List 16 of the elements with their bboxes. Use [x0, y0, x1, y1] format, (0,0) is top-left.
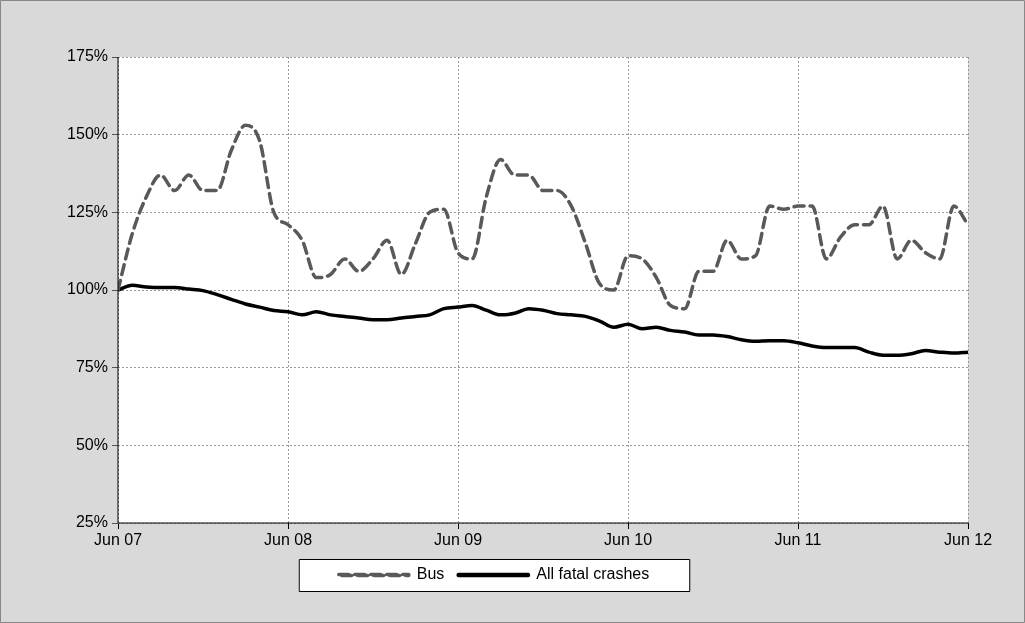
y-tick-label: 150% — [67, 125, 108, 143]
y-tick-label: 25% — [75, 513, 108, 531]
x-tick-label: Jun 09 — [433, 531, 483, 549]
x-tick-label: Jun 07 — [93, 531, 143, 549]
x-tick-label: Jun 12 — [943, 531, 993, 549]
line-series — [118, 123, 968, 311]
legend-label: All fatal crashes — [536, 565, 650, 583]
y-tick-label: 125% — [67, 202, 108, 220]
x-tick-label: Jun 10 — [603, 531, 653, 549]
y-tick-label: 175% — [67, 47, 108, 65]
y-tick-label: 100% — [67, 280, 108, 298]
x-tick-label: Jun 08 — [263, 531, 313, 549]
y-tick-label: 75% — [75, 358, 108, 376]
legend-label: Bus — [416, 565, 445, 583]
y-tick-label: 50% — [75, 435, 108, 453]
x-tick-label: Jun 11 — [774, 531, 822, 549]
